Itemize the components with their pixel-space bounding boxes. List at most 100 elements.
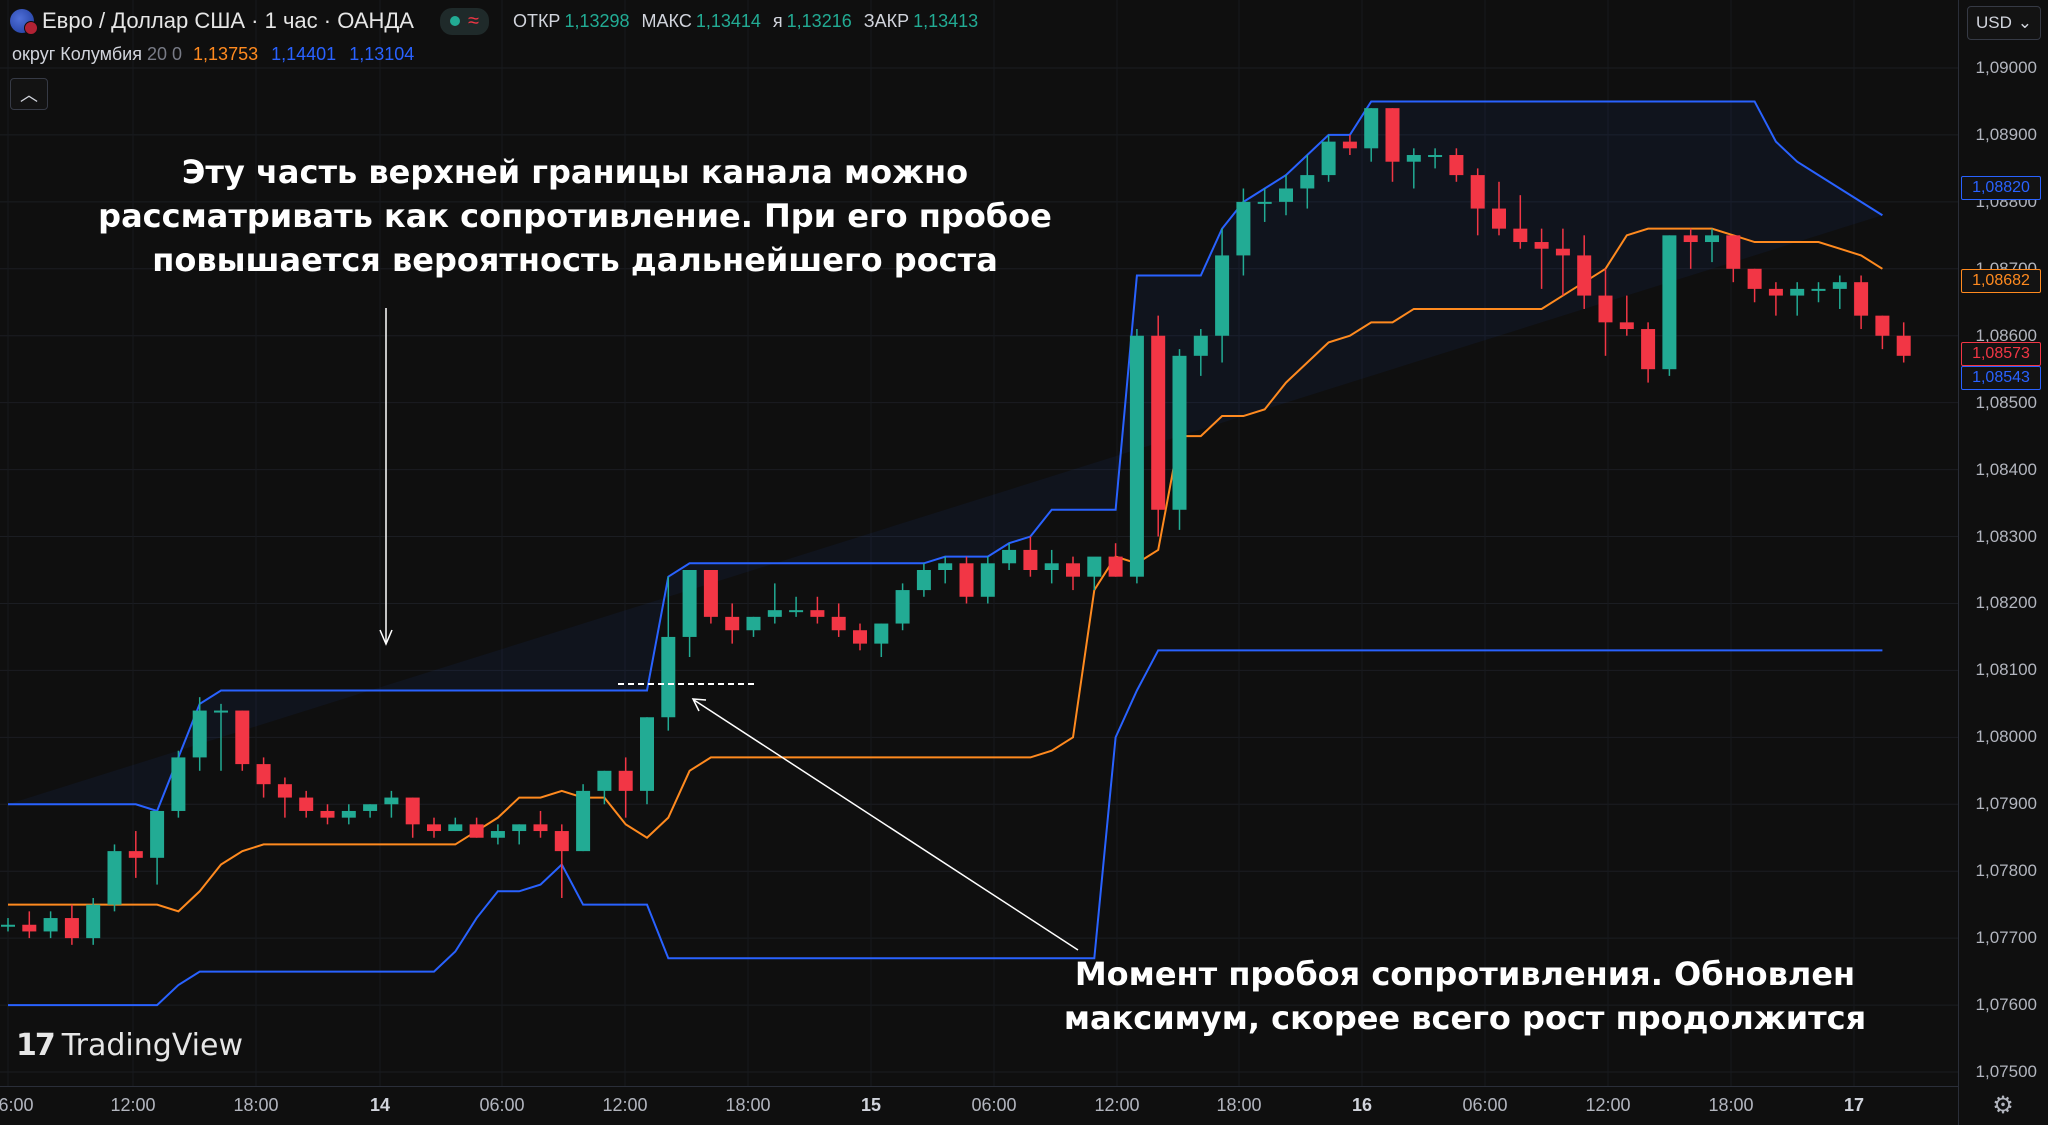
candle[interactable] [831, 603, 846, 637]
candle[interactable] [938, 556, 953, 584]
candle[interactable] [192, 697, 207, 771]
candle[interactable] [1513, 195, 1528, 249]
candle[interactable] [1534, 228, 1549, 289]
candle[interactable] [554, 824, 569, 898]
candle[interactable] [1854, 275, 1869, 330]
candle[interactable] [1300, 155, 1315, 209]
candle[interactable] [277, 777, 292, 818]
candle[interactable] [448, 817, 463, 832]
candle[interactable] [43, 911, 58, 939]
chart-settings-button[interactable]: ⚙ [1988, 1090, 2018, 1120]
candle[interactable] [1023, 536, 1038, 577]
indicator-legend[interactable]: округ Колумбия 20 0 1,13753 1,14401 1,13… [12, 44, 414, 65]
candle[interactable] [171, 750, 186, 818]
candle[interactable] [427, 817, 441, 838]
candle[interactable] [1470, 168, 1485, 236]
candle[interactable] [22, 911, 37, 939]
candle[interactable] [789, 596, 804, 617]
lower-band-line[interactable] [8, 649, 1883, 1007]
candle[interactable] [725, 603, 740, 644]
candle[interactable] [1726, 235, 1741, 283]
candle[interactable] [1129, 329, 1144, 584]
arrow-diagonal-line[interactable] [693, 699, 1079, 951]
candle[interactable] [405, 797, 420, 838]
candle[interactable] [1768, 282, 1783, 316]
candle[interactable] [1705, 228, 1719, 263]
candle[interactable] [703, 570, 718, 624]
candle[interactable] [597, 770, 612, 805]
candle[interactable] [86, 897, 101, 945]
candle[interactable] [1875, 315, 1890, 350]
candle[interactable] [1790, 282, 1805, 316]
candle[interactable] [853, 623, 867, 651]
candle[interactable] [959, 556, 974, 604]
candle[interactable] [235, 710, 250, 771]
candle[interactable] [299, 790, 314, 818]
candle[interactable] [214, 703, 228, 771]
candle[interactable] [1896, 322, 1911, 363]
time-axis[interactable]: 6:00 12:00 18:00 14 06:00 12:00 18:00 15 06:00 12… [0, 1086, 1958, 1117]
candle[interactable] [1257, 188, 1272, 222]
symbol-title[interactable]: Евро / Доллар США · 1 час · ОАНДА [42, 8, 414, 33]
candle[interactable] [767, 583, 782, 624]
candle[interactable] [64, 904, 79, 945]
candle[interactable] [1087, 556, 1102, 591]
currency-selector[interactable]: USD ⌄ [1967, 6, 2041, 40]
candle[interactable] [341, 804, 356, 825]
candle[interactable] [1811, 282, 1826, 303]
candle[interactable] [640, 717, 654, 805]
basis-line[interactable] [8, 227, 1883, 913]
candle[interactable] [1747, 268, 1762, 303]
candle[interactable] [320, 804, 335, 825]
candle[interactable] [874, 623, 889, 658]
candle[interactable] [1193, 329, 1208, 376]
candle[interactable] [256, 757, 271, 798]
candle[interactable] [1555, 228, 1570, 296]
candle[interactable] [1279, 175, 1293, 216]
price-scale[interactable]: USD ⌄ 1,090001,089001,088001,087001,0860… [1958, 0, 2048, 1125]
candle[interactable] [1364, 108, 1379, 162]
candle[interactable] [618, 757, 633, 818]
price-chart[interactable] [0, 0, 1958, 1086]
candle[interactable] [533, 810, 548, 838]
candle[interactable] [128, 831, 143, 878]
candle[interactable] [1619, 295, 1634, 336]
candle[interactable] [810, 596, 825, 624]
collapse-legend-button[interactable]: ︿ [10, 78, 48, 110]
candle[interactable] [661, 576, 676, 731]
candle[interactable] [576, 784, 591, 852]
candle[interactable] [1215, 228, 1230, 363]
candle[interactable] [469, 817, 484, 838]
candle[interactable] [1172, 349, 1187, 530]
candle[interactable] [1406, 148, 1421, 189]
candle[interactable] [1151, 315, 1166, 537]
candle[interactable] [1683, 228, 1698, 269]
candle[interactable] [363, 804, 378, 818]
candle[interactable] [512, 824, 527, 845]
candle[interactable] [490, 824, 505, 845]
candle[interactable] [1066, 556, 1080, 591]
candle[interactable] [1044, 549, 1059, 584]
candle[interactable] [384, 790, 399, 818]
candle[interactable] [1428, 148, 1443, 169]
candle[interactable] [1577, 235, 1592, 309]
tradingview-logo[interactable]: 𝟭𝟳 TradingView [16, 1028, 243, 1063]
annotation-resistance[interactable]: Эту часть верхней границы канала можно р… [98, 153, 1052, 279]
candle[interactable] [1342, 134, 1357, 156]
upper-band-line[interactable] [8, 100, 1883, 813]
candle[interactable] [746, 616, 761, 637]
candle[interactable] [895, 583, 910, 631]
candle[interactable] [1108, 543, 1123, 577]
candle[interactable] [682, 570, 697, 658]
candle[interactable] [980, 556, 995, 604]
candle[interactable] [150, 810, 165, 885]
candle[interactable] [1236, 188, 1251, 276]
candle[interactable] [1, 918, 15, 932]
market-status[interactable]: ≈ [439, 7, 489, 35]
candle[interactable] [1321, 134, 1336, 182]
candle[interactable] [1492, 181, 1506, 236]
candle[interactable] [1449, 148, 1464, 182]
annotation-breakout[interactable]: Момент пробоя сопротивления. Обновлен ма… [1063, 955, 1867, 1037]
candle[interactable] [1385, 108, 1400, 182]
candle[interactable] [1598, 268, 1613, 356]
